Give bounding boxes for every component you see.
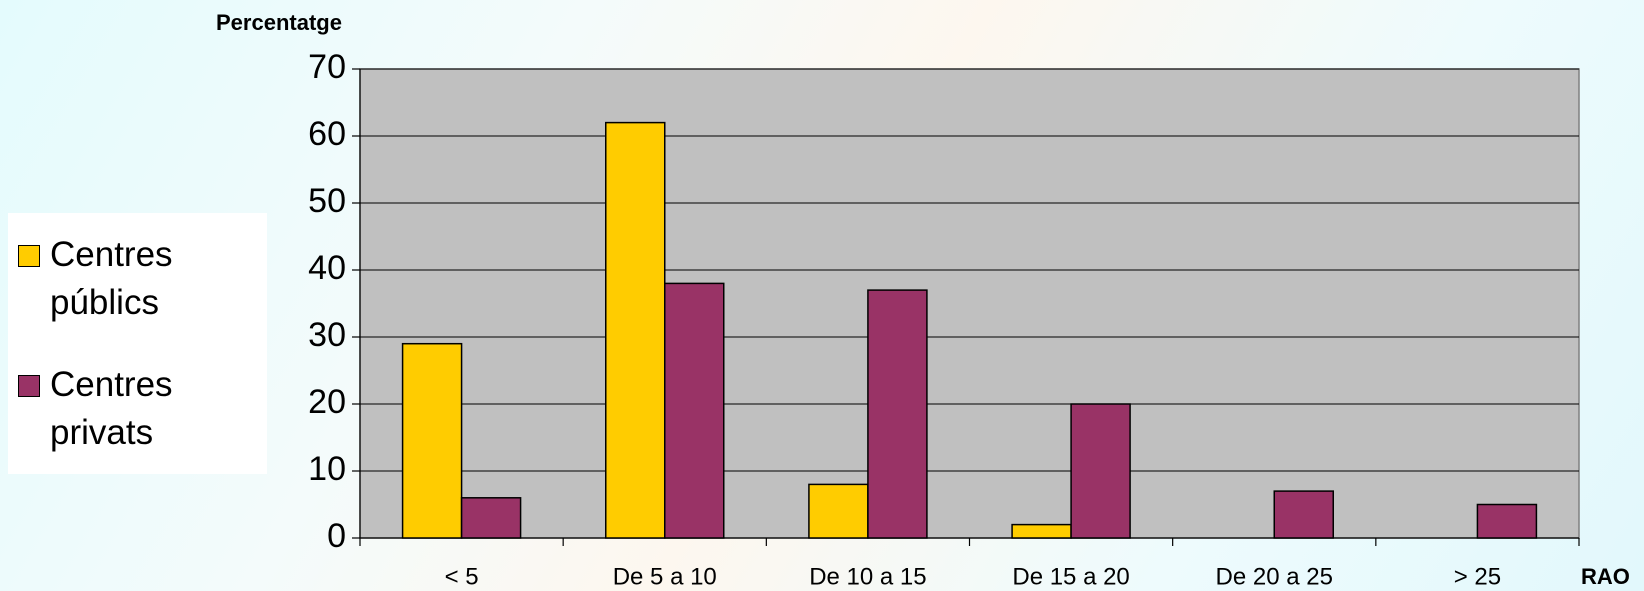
y-tick-label: 10 <box>308 450 346 488</box>
bar <box>867 289 928 539</box>
bar <box>664 282 725 539</box>
legend-item: Centres privats <box>18 361 257 457</box>
legend: Centres públics Centres privats <box>8 213 267 474</box>
x-tick-label: < 5 <box>445 563 479 590</box>
x-tick-label: De 15 a 20 <box>1012 563 1129 590</box>
bar <box>1476 503 1538 539</box>
y-tick-label: 60 <box>308 115 346 153</box>
legend-label: Centres privats <box>50 365 173 452</box>
y-axis-label: Percentatge <box>216 10 342 35</box>
y-tick-label: 30 <box>308 316 346 354</box>
bar <box>1011 523 1072 539</box>
x-tick-label: De 10 a 15 <box>809 563 926 590</box>
y-tick-label: 70 <box>308 48 346 86</box>
legend-swatch <box>18 375 40 397</box>
y-tick-label: 20 <box>308 383 346 421</box>
legend-item: Centres públics <box>18 231 257 327</box>
bar <box>401 342 463 539</box>
bar <box>1273 490 1334 539</box>
legend-label: Centres públics <box>50 235 173 322</box>
bar <box>1070 403 1131 539</box>
plot-area <box>359 68 1580 539</box>
bar <box>605 121 666 539</box>
bar <box>460 497 522 539</box>
x-tick-label: De 5 a 10 <box>613 563 717 590</box>
y-tick-label: 50 <box>308 182 346 220</box>
y-tick-label: 0 <box>327 517 346 555</box>
bar <box>808 483 869 539</box>
y-tick-label: 40 <box>308 249 346 287</box>
x-tick-label: De 20 a 25 <box>1216 563 1333 590</box>
x-axis-label: RAO <box>1581 564 1630 589</box>
x-tick-label: > 25 <box>1454 563 1501 590</box>
legend-swatch <box>18 245 40 267</box>
